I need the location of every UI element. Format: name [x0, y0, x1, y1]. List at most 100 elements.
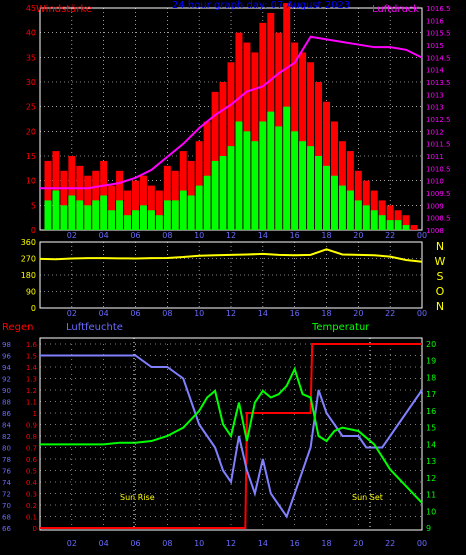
avg-wind-bar — [338, 185, 346, 230]
avg-wind-bar — [171, 200, 179, 230]
gust-bar — [410, 225, 418, 230]
wind-label: Windstärke — [36, 4, 92, 15]
pressure-tick-label: 1014 — [426, 67, 444, 75]
direction-tick-label: 90 — [26, 288, 36, 297]
gust-bar — [155, 190, 163, 230]
x-tick-label: 22 — [385, 309, 395, 318]
rain-tick-label: 1.5 — [26, 353, 37, 361]
avg-wind-bar — [394, 220, 402, 230]
pressure-tick-label: 1010 — [426, 178, 444, 186]
temperature-tick-label: 12 — [426, 474, 436, 483]
x-tick-label: 16 — [290, 309, 300, 318]
sunset-label: Sun Set — [352, 493, 383, 502]
temperature-tick-label: 19 — [426, 357, 436, 366]
x-tick-label: 12 — [226, 231, 236, 240]
gust-bar — [52, 151, 60, 230]
rain-tick-label: 1.3 — [26, 376, 37, 384]
temperature-tick-label: 10 — [426, 507, 436, 516]
x-tick-label: 08 — [162, 309, 172, 318]
avg-wind-bar — [291, 131, 299, 230]
x-tick-label: 12 — [226, 539, 236, 548]
humidity-tick-label: 96 — [2, 353, 11, 361]
x-tick-label: 20 — [353, 231, 363, 240]
humidity-tick-label: 98 — [2, 341, 11, 349]
x-tick-label: 08 — [162, 539, 172, 548]
avg-wind-bar — [362, 205, 370, 230]
avg-wind-bar — [235, 121, 243, 230]
compass-letter: S — [437, 270, 444, 283]
compass-letter: O — [436, 285, 445, 298]
x-tick-label: 06 — [130, 309, 140, 318]
rain-tick-label: 1.4 — [26, 364, 38, 372]
avg-wind-bar — [52, 190, 60, 230]
avg-wind-bar — [203, 175, 211, 230]
pressure-tick-label: 1012.5 — [426, 116, 451, 124]
humidity-tick-label: 92 — [2, 376, 11, 384]
pressure-tick-label: 1016 — [426, 17, 444, 25]
avg-wind-bar — [346, 190, 354, 230]
x-tick-label: 02 — [67, 309, 77, 318]
x-tick-label: 02 — [67, 231, 77, 240]
rain-tick-label: 0.6 — [26, 456, 38, 464]
avg-wind-bar — [330, 175, 338, 230]
avg-wind-bar — [124, 215, 132, 230]
rain-tick-label: 0.7 — [26, 445, 37, 453]
direction-tick-label: 180 — [21, 271, 36, 280]
x-tick-label: 10 — [194, 309, 204, 318]
rain-tick-label: 0.9 — [26, 422, 37, 430]
rain-tick-label: 1.1 — [26, 399, 37, 407]
x-tick-label: 22 — [385, 231, 395, 240]
avg-wind-bar — [402, 225, 410, 230]
avg-wind-bar — [243, 131, 251, 230]
pressure-tick-label: 1016.5 — [426, 5, 451, 13]
avg-wind-bar — [283, 106, 291, 230]
rain-tick-label: 0.5 — [26, 468, 37, 476]
humidity-label: Luftfeuchte — [66, 322, 123, 333]
avg-wind-bar — [147, 210, 155, 230]
gust-bar — [124, 190, 132, 230]
avg-wind-bar — [275, 126, 283, 230]
temperature-tick-label: 16 — [426, 407, 436, 416]
avg-wind-bar — [76, 200, 84, 230]
pressure-tick-label: 1012 — [426, 128, 444, 136]
avg-wind-bar — [386, 220, 394, 230]
gust-bar — [179, 151, 187, 230]
avg-wind-bar — [84, 205, 92, 230]
gust-bar — [402, 215, 410, 230]
gust-bar — [68, 156, 76, 230]
avg-wind-bar — [108, 210, 116, 230]
pressure-tick-label: 1015 — [426, 42, 444, 50]
temperature-tick-label: 15 — [426, 424, 436, 433]
pressure-label: Luftdruck — [372, 4, 419, 15]
x-tick-label: 04 — [99, 309, 109, 318]
gust-bar — [147, 185, 155, 230]
wind-tick-label: 30 — [26, 78, 36, 87]
rain-tick-label: 1.6 — [26, 341, 38, 349]
avg-wind-bar — [68, 195, 76, 230]
x-tick-label: 16 — [290, 231, 300, 240]
wind-tick-label: 15 — [26, 152, 36, 161]
rain-tick-label: 0 — [33, 525, 37, 533]
pressure-tick-label: 1008 — [426, 227, 444, 235]
wind-tick-label: 40 — [26, 29, 36, 38]
avg-wind-bar — [251, 141, 259, 230]
gust-bar — [44, 160, 52, 230]
humidity-temp-rain-panel: 66 68 70 72 74 76 78 80 82 84 86 88 90 92 94 96 98 0 0.1 0… — [2, 322, 436, 533]
avg-wind-bar — [179, 190, 187, 230]
x-tick-label: 06 — [130, 231, 140, 240]
humidity-tick-label: 72 — [2, 491, 11, 499]
avg-wind-bar — [307, 146, 315, 230]
gust-bar — [386, 205, 394, 230]
direction-tick-label: 270 — [21, 255, 36, 264]
pressure-tick-label: 1013 — [426, 104, 444, 112]
avg-wind-bar — [227, 146, 235, 230]
rain-label: Regen — [2, 322, 34, 333]
x-tick-label: 08 — [162, 231, 172, 240]
avg-wind-bar — [155, 215, 163, 230]
humidity-tick-label: 68 — [2, 514, 11, 522]
wind-tick-label: 20 — [26, 127, 36, 136]
gust-bar — [76, 165, 84, 230]
avg-wind-bar — [378, 215, 386, 230]
